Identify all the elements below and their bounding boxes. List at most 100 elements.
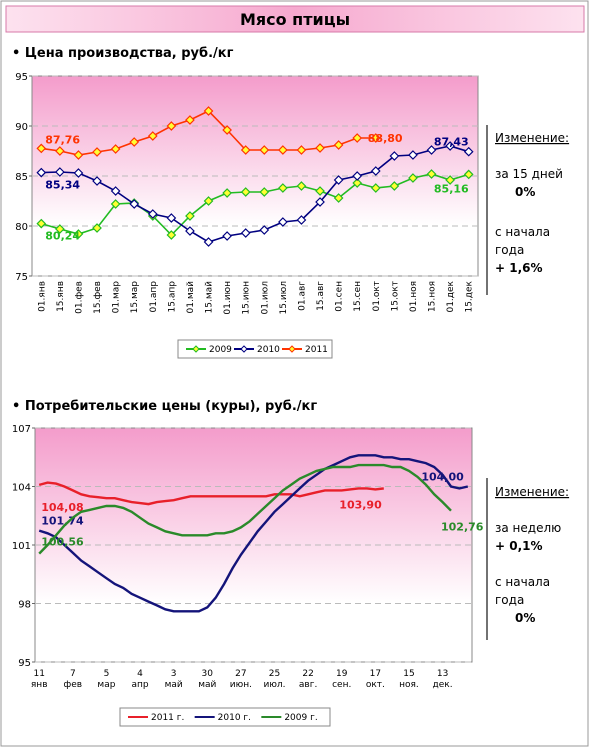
x-tick-label: 22 авг. — [299, 669, 317, 690]
x-tick-label: 15.мар — [130, 281, 140, 314]
marker — [129, 199, 140, 209]
marker — [333, 140, 344, 150]
x-tick-label: 01.фев — [74, 281, 84, 314]
legend-marker — [288, 345, 296, 353]
x-tick-label: 15.апр — [167, 281, 177, 313]
x-tick-label: 15.авг — [316, 281, 326, 311]
marker — [315, 197, 325, 207]
note-line: за 15 дней — [495, 167, 563, 181]
note-line: + 0,1% — [495, 539, 543, 553]
x-tick-label: 15.июн — [242, 281, 252, 315]
marker — [73, 150, 84, 160]
marker — [203, 237, 214, 247]
y-tick-label: 80 — [15, 222, 28, 233]
marker — [92, 223, 102, 233]
marker — [315, 186, 325, 196]
x-tick-label: 11 янв — [31, 669, 48, 690]
legend-label: 2010 — [257, 345, 280, 355]
y-tick-label: 95 — [15, 72, 28, 83]
x-tick-label: 15.ноя — [428, 281, 438, 312]
x-tick-label: 30 май — [198, 669, 216, 690]
marker — [296, 181, 307, 191]
marker — [315, 143, 325, 153]
legend-marker — [192, 345, 200, 353]
x-tick-label: 01.июл — [260, 281, 270, 315]
marker — [445, 141, 455, 151]
x-tick-label: 15.фев — [93, 281, 103, 314]
note-line: года — [495, 243, 524, 257]
legend-box — [177, 339, 333, 359]
marker — [147, 209, 158, 219]
marker — [36, 218, 47, 229]
x-tick-label: 15.май — [205, 281, 215, 314]
marker — [185, 211, 195, 221]
x-tick-label: 15.июл — [279, 281, 289, 315]
title-bar — [5, 5, 585, 33]
marker — [55, 167, 65, 177]
x-tick-label: 7 фев — [64, 669, 83, 690]
marker — [259, 187, 270, 197]
data-label: 100,56 — [41, 536, 84, 549]
marker — [278, 217, 288, 227]
marker — [92, 147, 102, 157]
series-line — [38, 481, 384, 506]
legend-marker — [240, 345, 248, 353]
marker — [259, 145, 270, 155]
y-tick-label: 85 — [15, 172, 28, 183]
x-tick-label: 01.апр — [149, 281, 159, 313]
x-tick-label: 15 ноя. — [399, 669, 419, 690]
marker — [296, 215, 307, 225]
data-label: 85,34 — [45, 179, 80, 192]
marker — [110, 199, 121, 209]
marker — [222, 231, 232, 241]
marker — [240, 145, 251, 155]
data-label: 88,80 — [368, 132, 403, 145]
note-line: 0% — [515, 611, 535, 625]
marker — [110, 144, 121, 154]
y-tick-label: 95 — [18, 658, 31, 669]
note-heading: Изменение: — [495, 485, 569, 499]
marker — [203, 106, 214, 116]
data-label: 102,76 — [441, 521, 484, 534]
data-label: 80,24 — [45, 230, 80, 243]
x-tick-label: 01.дек — [446, 280, 456, 312]
marker — [370, 166, 381, 176]
marker — [463, 146, 474, 157]
marker — [73, 168, 84, 178]
series-line — [38, 463, 452, 555]
marker — [55, 224, 65, 234]
marker — [259, 225, 270, 235]
note-line: с начала — [495, 575, 550, 589]
legend-label: 2009 г. — [284, 713, 317, 723]
x-tick-label: 01.ноя — [409, 281, 419, 312]
marker — [185, 226, 195, 236]
chart-title: • Цена производства, руб./кг — [12, 46, 234, 61]
marker — [408, 173, 418, 183]
x-tick-label: 01.янв — [37, 281, 47, 312]
marker — [110, 186, 121, 196]
marker — [352, 178, 363, 188]
marker — [278, 183, 288, 193]
marker — [222, 125, 232, 135]
marker — [240, 228, 251, 238]
x-tick-label: 25 июл. — [263, 669, 285, 690]
marker — [166, 121, 177, 131]
x-tick-label: 15.окт — [390, 281, 400, 312]
marker — [445, 175, 455, 185]
y-tick-label: 98 — [18, 600, 31, 611]
marker — [92, 176, 102, 186]
x-tick-label: 19 сен. — [332, 669, 351, 690]
chart-title: • Потребительские цены (куры), руб./кг — [12, 399, 317, 414]
data-label: 85,16 — [434, 182, 469, 195]
x-tick-label: 15.дек — [465, 280, 475, 312]
x-tick-label: 4 апр — [131, 669, 148, 690]
x-tick-label: 5 мар — [97, 669, 115, 690]
x-tick-label: 3 май — [165, 669, 183, 690]
marker — [240, 187, 251, 197]
y-tick-label: 101 — [12, 541, 31, 552]
legend-label: 2010 г. — [218, 713, 251, 723]
marker — [222, 188, 232, 198]
note-heading: Изменение: — [495, 131, 569, 145]
note-line: 0% — [515, 185, 535, 199]
marker — [166, 230, 177, 240]
